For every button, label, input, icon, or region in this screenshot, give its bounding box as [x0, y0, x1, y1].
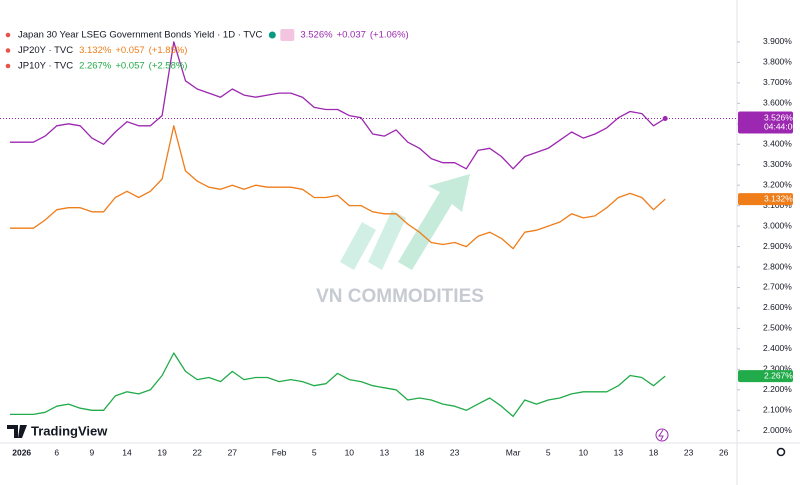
legend-name: Japan 30 Year LSEG Government Bonds Yiel…: [18, 30, 262, 41]
series-line: [10, 41, 666, 170]
countdown-label: 04:44:00: [764, 122, 797, 132]
y-tick-label: 3.000%: [763, 220, 792, 230]
lightning-button[interactable]: [655, 428, 669, 442]
x-tick-label: 5: [546, 447, 551, 457]
legend-value: 3.526%: [300, 30, 333, 41]
price-pill-label: 3.526%: [764, 113, 793, 123]
y-tick-label: 3.300%: [763, 159, 792, 169]
watermark-text: VN COMMODITIES: [316, 286, 484, 307]
legend-icon: [280, 29, 295, 41]
legend-change-pct: (+2.58%): [149, 61, 188, 72]
series-line: [10, 352, 666, 418]
last-point: [662, 115, 668, 121]
x-tick-label: Mar: [506, 447, 521, 457]
x-tick-label: 23: [684, 447, 694, 457]
y-tick-label: 2.500%: [763, 323, 792, 333]
y-tick-label: 2.200%: [763, 384, 792, 394]
y-tick-label: 2.900%: [763, 241, 792, 251]
legend-change: +0.037: [337, 30, 366, 41]
x-tick-label: 14: [122, 447, 132, 457]
price-pill: [738, 193, 793, 206]
series-line: [10, 125, 666, 250]
settings-button[interactable]: [776, 447, 786, 457]
y-tick-label: 3.600%: [763, 98, 792, 108]
y-tick-label: 2.700%: [763, 282, 792, 292]
price-pill-label: 2.267%: [764, 370, 793, 380]
watermark-graphic: [340, 174, 470, 270]
legend-dot: [5, 63, 11, 69]
x-tick-label: 27: [228, 447, 238, 457]
legend-name: JP10Y · TVC: [18, 61, 73, 72]
logo-text: TradingView: [31, 423, 108, 438]
x-tick-label: 10: [345, 447, 355, 457]
x-tick-label: 13: [614, 447, 624, 457]
legend-change-pct: (+1.06%): [370, 30, 409, 41]
x-tick-label: 2026: [12, 447, 31, 457]
y-tick-label: 2.600%: [763, 302, 792, 312]
x-tick-label: 6: [54, 447, 59, 457]
y-tick-label: 3.900%: [763, 36, 792, 46]
legend-dot: [5, 48, 11, 53]
y-tick-label: 2.100%: [763, 405, 792, 415]
x-tick-label: 23: [450, 447, 460, 457]
x-tick-label: 18: [415, 447, 425, 457]
legend-name: JP20Y · TVC: [18, 45, 73, 56]
y-tick-label: 2.400%: [763, 343, 792, 353]
legend-value: 3.132%: [79, 45, 112, 56]
y-tick-label: 3.400%: [763, 139, 792, 149]
x-tick-label: 5: [312, 447, 317, 457]
y-tick-label: 2.800%: [763, 261, 792, 271]
legend-value: 2.267%: [79, 61, 112, 72]
price-pill: [738, 370, 793, 383]
legend-dot: [5, 32, 11, 38]
x-tick-label: 26: [719, 447, 729, 457]
x-tick-label: 13: [380, 447, 390, 457]
x-tick-label: 22: [192, 447, 202, 457]
y-tick-label: 2.300%: [763, 364, 792, 374]
x-tick-label: 9: [90, 447, 95, 457]
y-tick-label: 3.800%: [763, 57, 792, 67]
price-pill: [738, 111, 793, 134]
y-tick-label: 3.700%: [763, 77, 792, 87]
y-tick-label: 3.200%: [763, 179, 792, 189]
x-tick-label: 18: [649, 447, 659, 457]
legend-icon: [268, 31, 276, 39]
legend-change: +0.057: [115, 61, 144, 72]
x-tick-label: Feb: [272, 447, 287, 457]
logo: TradingView: [7, 423, 108, 438]
legend-change-pct: (+1.85%): [149, 45, 188, 56]
price-pill-label: 3.132%: [764, 193, 793, 203]
y-tick-label: 2.000%: [763, 425, 792, 435]
legend-change: +0.057: [115, 45, 144, 56]
x-tick-label: 19: [157, 447, 167, 457]
x-tick-label: 10: [579, 447, 589, 457]
